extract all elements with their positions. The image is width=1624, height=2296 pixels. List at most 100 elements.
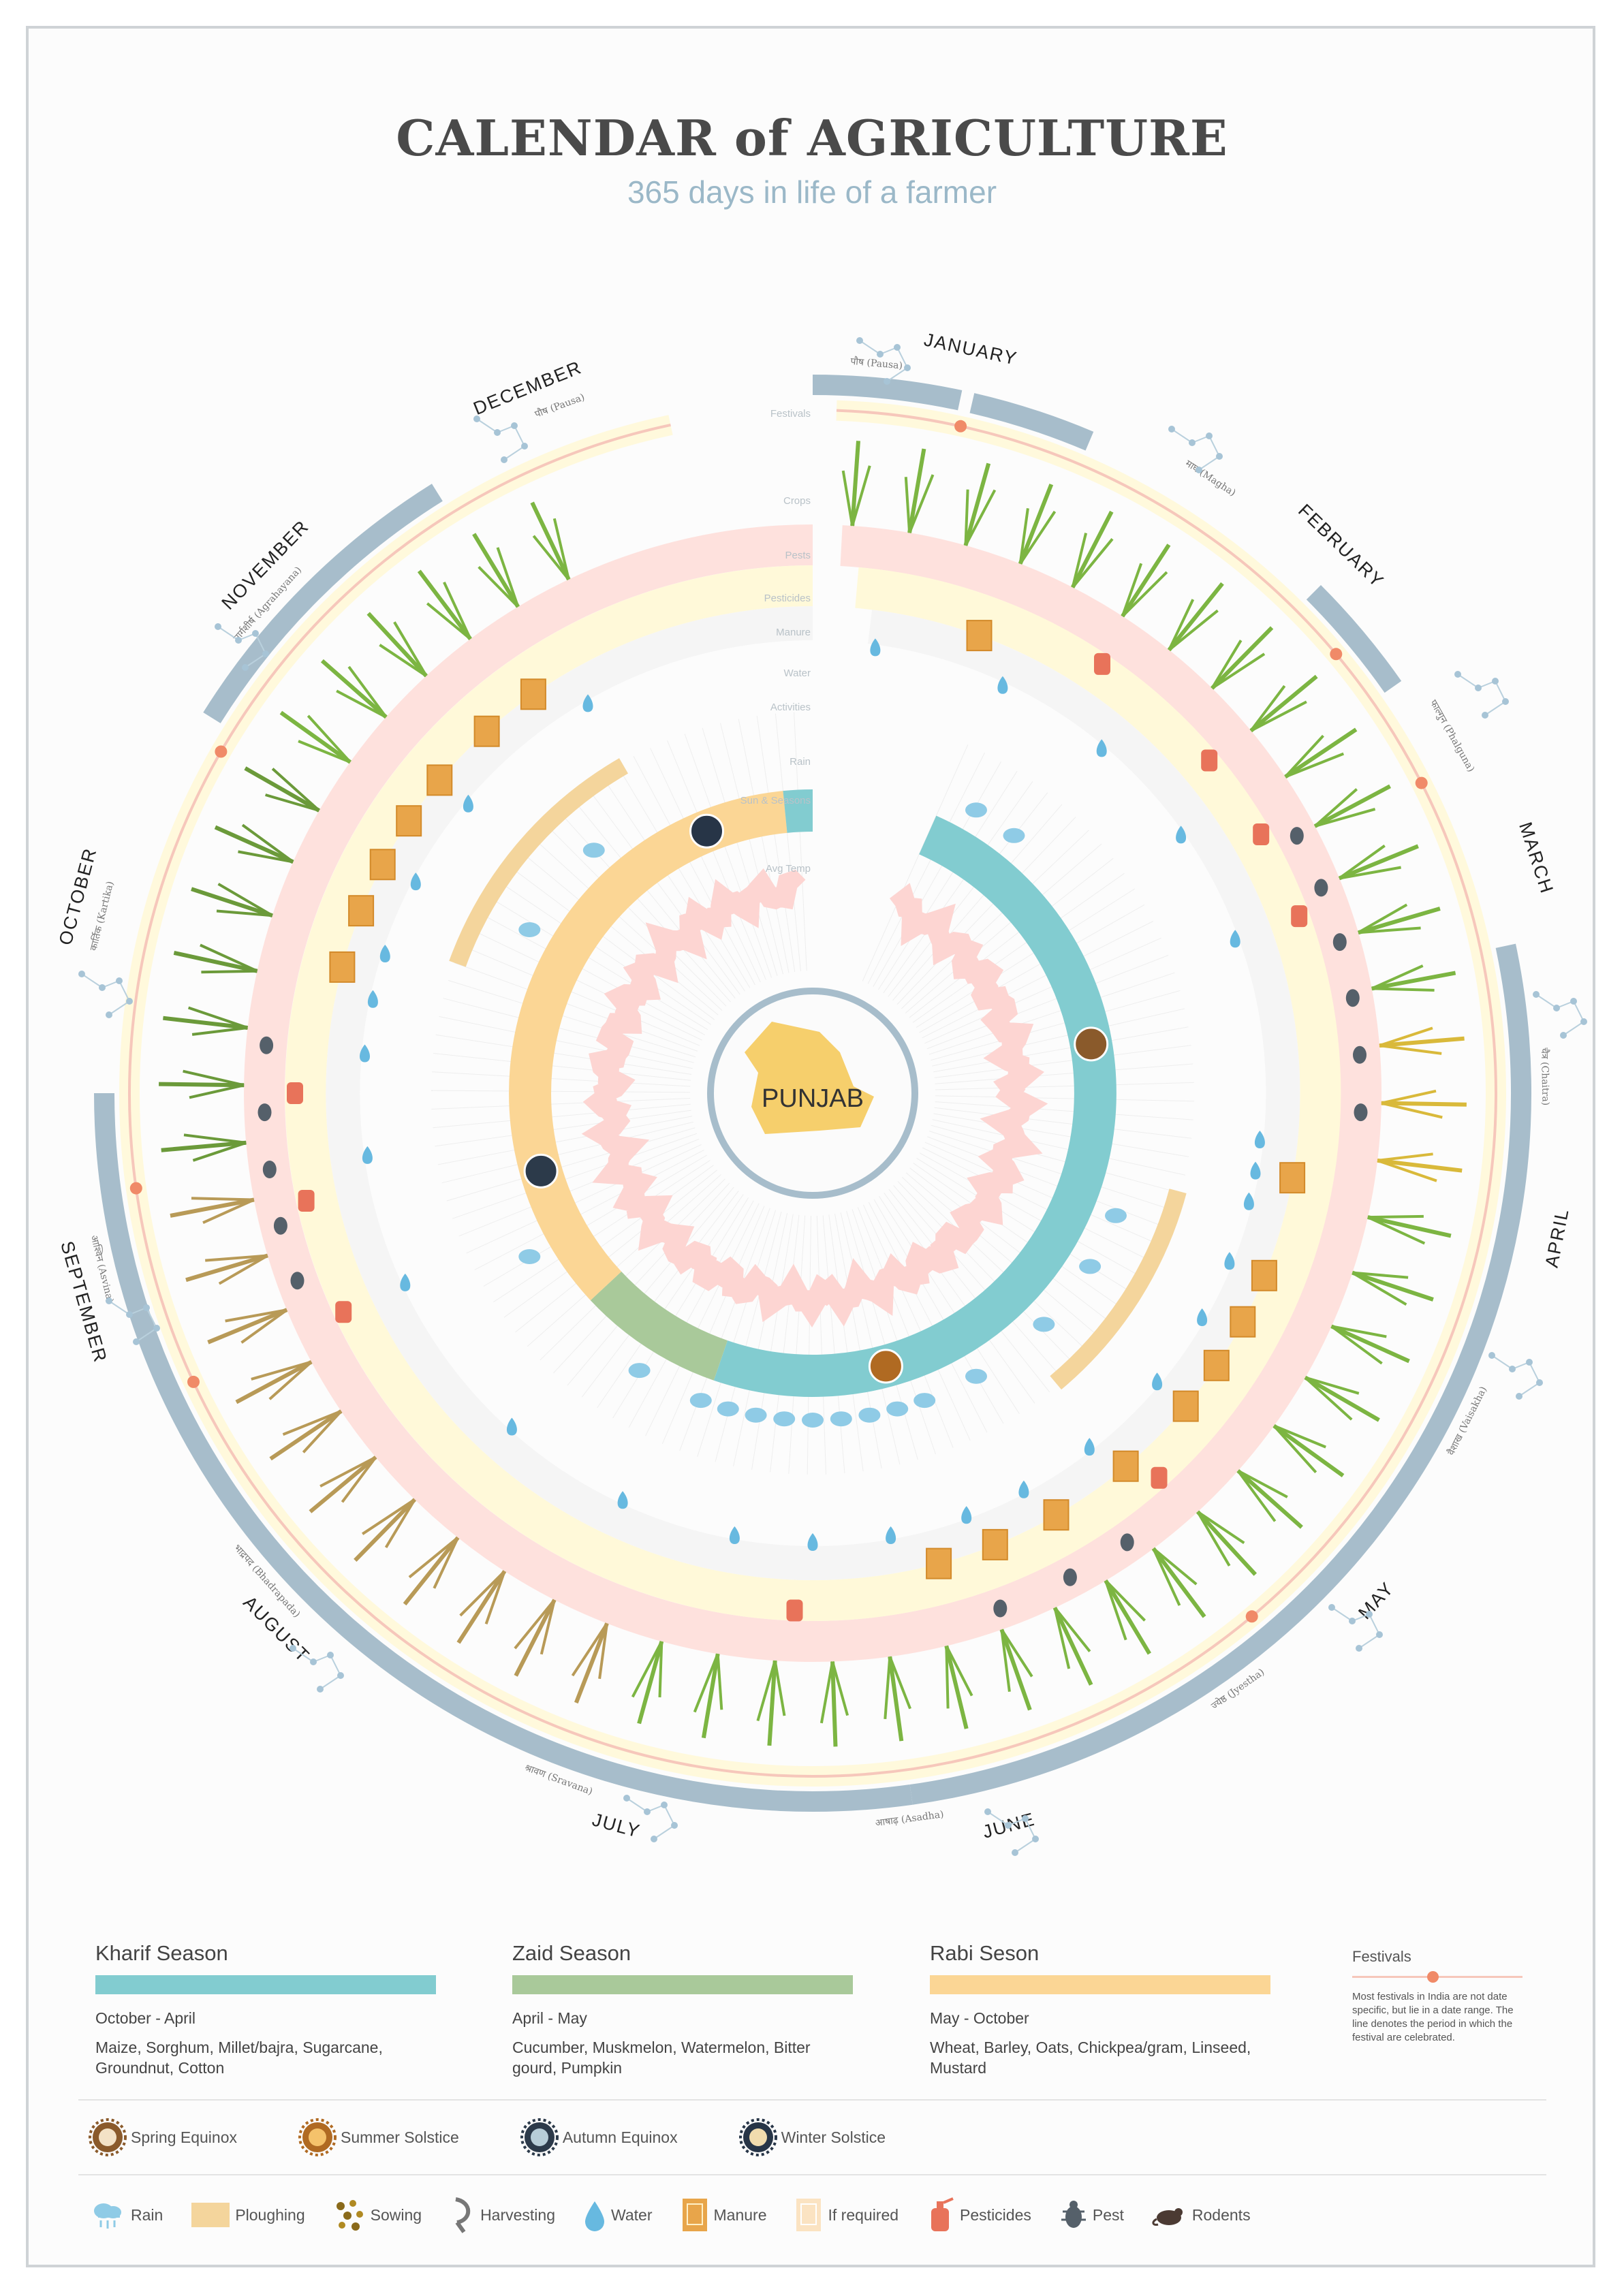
guide-line	[441, 1121, 694, 1184]
manure-icon	[1112, 1450, 1139, 1482]
punjab-map-shape	[745, 1022, 874, 1134]
crop-leaf	[183, 1133, 247, 1144]
legend-summer-solstice: Summer Solstice	[298, 2118, 459, 2156]
guide-line	[888, 792, 1048, 997]
crop-icon	[207, 1308, 288, 1344]
crop-icon	[279, 710, 352, 764]
crop-stalk	[701, 1653, 720, 1739]
guide-line	[460, 945, 700, 1046]
crop-leaf	[1121, 571, 1168, 618]
crop-leaf	[1018, 508, 1029, 564]
crop-leaf	[200, 943, 258, 973]
crop-leaf	[268, 1361, 313, 1400]
festival-dot	[1330, 648, 1343, 661]
water-drop	[582, 694, 593, 712]
guide-line	[934, 1107, 1192, 1139]
pest-body	[1345, 989, 1360, 1007]
constellation-star	[337, 1672, 344, 1679]
pest-body	[1332, 933, 1347, 952]
crop-leaf	[1377, 1152, 1433, 1162]
crop-stalk	[170, 1197, 255, 1218]
crop-stalk	[850, 441, 860, 526]
rain-cloud	[1003, 828, 1025, 843]
guide-line	[862, 744, 969, 981]
crop-leaf	[1367, 1214, 1424, 1219]
legend-winter-solstice: Winter Solstice	[738, 2118, 886, 2156]
guide-line	[633, 756, 755, 986]
guide-line	[527, 1174, 721, 1347]
legend-kharif-crops: Maize, Sorghum, Millet/bajra, Sugarcane,…	[95, 2039, 383, 2077]
guide-line	[540, 1178, 725, 1361]
season-arc-kharif-wrap	[783, 789, 813, 833]
water-drop	[400, 1273, 411, 1291]
constellation-icon	[1328, 1604, 1383, 1652]
water-drop	[807, 1533, 818, 1551]
crop-icon	[1379, 1026, 1465, 1055]
constellation-star	[473, 415, 480, 422]
crop-stalk	[1330, 1324, 1410, 1364]
guide-line	[702, 727, 778, 976]
rain-cloud	[802, 1413, 824, 1428]
crop-leaf	[908, 474, 935, 533]
guide-line	[496, 879, 712, 1025]
crop-stalk	[1313, 784, 1392, 828]
legend-if-required: If required	[794, 2196, 899, 2234]
pest-body	[1063, 1568, 1077, 1586]
crop-leaf	[189, 1084, 245, 1099]
crop-leaf	[1304, 1377, 1353, 1421]
legend-festivals: Festivals Most festivals in India are no…	[1352, 1948, 1522, 2045]
guide-line	[458, 1138, 700, 1237]
guide-line	[597, 1194, 744, 1409]
crop-stalk	[1018, 484, 1054, 565]
legend-pesticides: Pesticides	[926, 2196, 1031, 2234]
guide-line	[697, 1210, 777, 1457]
crop-icon	[904, 448, 935, 533]
crop-leaf	[1121, 563, 1143, 617]
crop-leaf	[1305, 1376, 1360, 1395]
crop-icon	[1352, 1270, 1434, 1306]
constellation-star	[884, 378, 890, 385]
constellation-star	[126, 998, 133, 1005]
guide-line	[557, 809, 731, 1003]
constellation-star	[1475, 685, 1482, 691]
guide-line	[897, 1181, 1078, 1368]
crop-leaf	[408, 1537, 459, 1579]
constellation-star	[1533, 991, 1540, 998]
rain-cloud	[858, 1407, 881, 1423]
constellation-star	[1509, 1366, 1516, 1372]
constellation-star	[894, 344, 901, 351]
festival-dot	[1245, 1610, 1258, 1623]
crop-icon	[244, 766, 320, 813]
water-drop	[997, 676, 1008, 694]
constellation-star	[153, 1325, 160, 1332]
crop-stalk	[637, 1641, 664, 1725]
crop-stalk	[1379, 1036, 1465, 1048]
crop-stalk	[163, 1016, 248, 1030]
guide-line	[645, 1203, 760, 1436]
crop-leaf	[1250, 700, 1307, 732]
crop-icon	[841, 441, 871, 526]
constellation-star	[1005, 1822, 1012, 1829]
festival-marker	[909, 943, 1532, 1805]
crop-stalk	[1381, 1101, 1467, 1107]
crop-icon	[1338, 844, 1419, 881]
month-label: FEBRUARY	[1294, 500, 1388, 591]
rain-cloud	[1105, 1208, 1127, 1223]
pest-icon	[1353, 1045, 1367, 1064]
guide-line	[935, 1082, 1194, 1090]
crop-leaf	[964, 489, 969, 546]
crop-leaf	[302, 1410, 343, 1453]
water-drop	[379, 945, 390, 962]
hindi-month-label: पौष (Pausa)	[533, 391, 587, 420]
ring-label: Crops	[783, 495, 811, 507]
manure-icon	[473, 715, 500, 747]
guide-line	[720, 723, 783, 975]
constellation-star	[215, 623, 221, 630]
crop-stalk	[1121, 544, 1171, 618]
guide-line	[862, 1204, 971, 1441]
legend-rabi-crops: Wheat, Barley, Oats, Chickpea/gram, Lins…	[930, 2039, 1251, 2077]
constellation-star	[1580, 1018, 1587, 1025]
crop-stalk	[999, 1629, 1032, 1711]
water-ring	[326, 606, 1300, 1580]
constellation-icon	[215, 623, 269, 671]
